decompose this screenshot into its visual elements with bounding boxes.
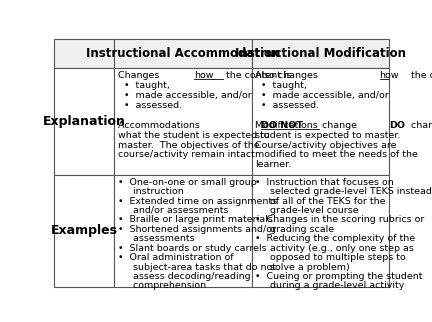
- Text: Examples: Examples: [51, 224, 118, 237]
- Text: •  made accessible, and/or: • made accessible, and/or: [255, 91, 389, 100]
- Text: •  One-on-one or small group: • One-on-one or small group: [118, 178, 257, 187]
- Text: selected grade-level TEKS instead: selected grade-level TEKS instead: [255, 187, 432, 196]
- Text: grade-level course: grade-level course: [255, 206, 359, 215]
- Text: Modifications: Modifications: [255, 121, 321, 130]
- Text: student is expected to master.: student is expected to master.: [255, 131, 401, 140]
- Text: Course/activity objectives are: Course/activity objectives are: [255, 140, 397, 149]
- Text: •  Reducing the complexity of the: • Reducing the complexity of the: [255, 234, 415, 243]
- Text: Also changes: Also changes: [255, 71, 321, 80]
- Bar: [54, 39, 114, 68]
- Text: what the student is expected to: what the student is expected to: [118, 131, 270, 140]
- Text: subject-area tasks that do not: subject-area tasks that do not: [118, 262, 276, 271]
- Text: during a grade-level activity: during a grade-level activity: [255, 281, 405, 290]
- Text: DO: DO: [389, 121, 405, 130]
- Bar: [54, 68, 114, 175]
- Text: the content is: the content is: [408, 71, 432, 80]
- Text: course/activity remain intact.: course/activity remain intact.: [118, 150, 258, 159]
- Text: •  Shortened assignments and/or: • Shortened assignments and/or: [118, 225, 276, 234]
- Text: the content is: the content is: [223, 71, 292, 80]
- Text: assess decoding/reading: assess decoding/reading: [118, 272, 251, 281]
- Text: change: change: [319, 121, 357, 130]
- Text: comprehension: comprehension: [118, 281, 206, 290]
- Text: •  Instruction that focuses on: • Instruction that focuses on: [255, 178, 394, 187]
- Text: master.  The objectives of the: master. The objectives of the: [118, 140, 260, 149]
- Text: opposed to multiple steps to: opposed to multiple steps to: [255, 253, 406, 262]
- Text: •  taught,: • taught,: [118, 81, 170, 90]
- Text: •  assessed.: • assessed.: [255, 101, 319, 110]
- Bar: [251, 39, 389, 68]
- Text: •  Cueing or prompting the student: • Cueing or prompting the student: [255, 272, 423, 281]
- Text: Changes: Changes: [118, 71, 162, 80]
- Bar: [251, 175, 389, 287]
- Text: solve a problem): solve a problem): [255, 262, 350, 271]
- Text: •  Extended time on assignments: • Extended time on assignments: [118, 196, 277, 205]
- Text: •  assessed.: • assessed.: [118, 101, 182, 110]
- Text: how: how: [380, 71, 399, 80]
- Bar: [114, 39, 251, 68]
- Bar: [251, 68, 389, 175]
- Text: •  made accessible, and/or: • made accessible, and/or: [118, 91, 252, 100]
- Text: instruction: instruction: [118, 187, 184, 196]
- Text: DO NOT: DO NOT: [261, 121, 303, 130]
- Bar: [114, 68, 251, 175]
- Text: modified to meet the needs of the: modified to meet the needs of the: [255, 150, 418, 159]
- Text: learner.: learner.: [255, 160, 292, 169]
- Text: how: how: [194, 71, 214, 80]
- Bar: [114, 175, 251, 287]
- Text: and/or assessments: and/or assessments: [118, 206, 229, 215]
- Bar: [54, 175, 114, 287]
- Text: Instructional Accommodation: Instructional Accommodation: [86, 47, 280, 60]
- Text: assessments: assessments: [118, 234, 194, 243]
- Text: Accommodations: Accommodations: [118, 121, 203, 130]
- Text: Explanation: Explanation: [43, 115, 126, 128]
- Text: change: change: [408, 121, 432, 130]
- Text: activity (e.g., only one step as: activity (e.g., only one step as: [255, 244, 414, 253]
- Text: of all of the TEKS for the: of all of the TEKS for the: [255, 196, 386, 205]
- Text: Instructional Modification: Instructional Modification: [235, 47, 406, 60]
- Text: •  Oral administration of: • Oral administration of: [118, 253, 234, 262]
- Text: grading scale: grading scale: [255, 225, 334, 234]
- Text: •  Slant boards or study carrels: • Slant boards or study carrels: [118, 244, 267, 253]
- Text: •  Braille or large print materials: • Braille or large print materials: [118, 215, 273, 224]
- Text: •  taught,: • taught,: [255, 81, 307, 90]
- Text: •  Changes in the scoring rubrics or: • Changes in the scoring rubrics or: [255, 215, 425, 224]
